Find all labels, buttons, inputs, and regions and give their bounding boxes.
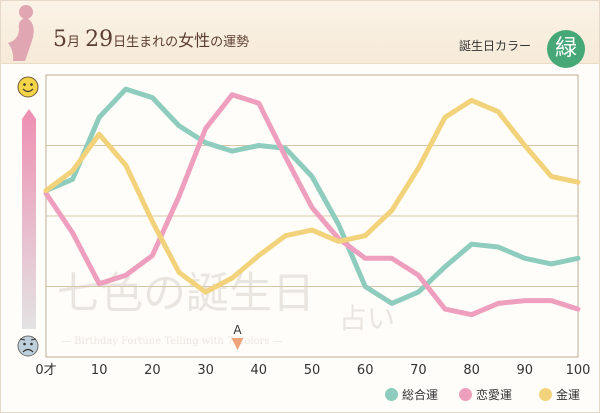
x-tick-label: 70 <box>410 363 427 378</box>
marker-arrow-icon <box>231 338 244 350</box>
series-line-2 <box>43 97 581 295</box>
x-tick-label: 90 <box>517 363 534 378</box>
x-tick-label: 0才 <box>35 363 56 378</box>
chart-grid <box>46 145 578 287</box>
x-tick-label: 50 <box>304 363 321 378</box>
x-tick-label: 40 <box>251 363 268 378</box>
smile-face-icon <box>17 76 39 98</box>
x-tick-label: 100 <box>566 363 591 378</box>
legend-label: 恋愛運 <box>476 388 513 402</box>
woman-silhouette-icon <box>8 5 34 61</box>
watermark-tagline: — Birthday Fortune Telling with 7 Colors… <box>61 336 283 347</box>
page-title: 5月 29日生まれの女性の運勢 <box>53 27 249 52</box>
title-month: 5 <box>53 27 67 52</box>
watermark-sub: 占い <box>339 302 395 335</box>
title-bar: 5月 29日生まれの女性の運勢 誕生日カラー 緑 <box>1 1 599 68</box>
legend-item: 金運 <box>539 386 580 403</box>
series-layer <box>43 86 581 318</box>
legend-label: 金運 <box>556 388 581 402</box>
x-axis-ticks: 0才 10 20 30 40 50 60 70 80 90 100 <box>35 363 590 378</box>
fortune-gauge <box>17 76 39 357</box>
legend-label: 総合運 <box>402 388 439 402</box>
title-suffix-3: の運勢 <box>210 35 250 50</box>
legend-item: 総合運 <box>385 386 438 403</box>
age-marker: A <box>231 323 244 350</box>
worried-face-icon <box>17 335 39 357</box>
legend-item: 恋愛運 <box>459 386 512 403</box>
x-tick-label: 10 <box>91 363 108 378</box>
marker-label: A <box>233 323 242 337</box>
title-day: 29 <box>85 27 114 52</box>
x-tick-label: 80 <box>463 363 480 378</box>
gauge-bar <box>22 109 36 329</box>
legend-dot-icon <box>459 388 472 401</box>
legend: 総合運 恋愛運 金運 <box>1 382 599 406</box>
legend-dot-icon <box>385 388 398 401</box>
title-suffix-1: 日生まれの <box>113 35 179 50</box>
chart-frame <box>45 74 579 358</box>
legend-dot-icon <box>539 388 552 401</box>
series-line-0 <box>43 86 581 306</box>
x-tick-label: 20 <box>144 363 161 378</box>
lucky-color-badge: 緑 <box>547 30 585 68</box>
title-month-unit: 月 <box>67 35 81 50</box>
plot-border <box>45 74 579 358</box>
x-tick-label: 30 <box>197 363 214 378</box>
title-suffix-2: 女性 <box>178 31 211 50</box>
x-tick-label: 60 <box>357 363 374 378</box>
series-line-1 <box>43 92 581 318</box>
lucky-color-label: 誕生日カラー <box>458 39 531 53</box>
